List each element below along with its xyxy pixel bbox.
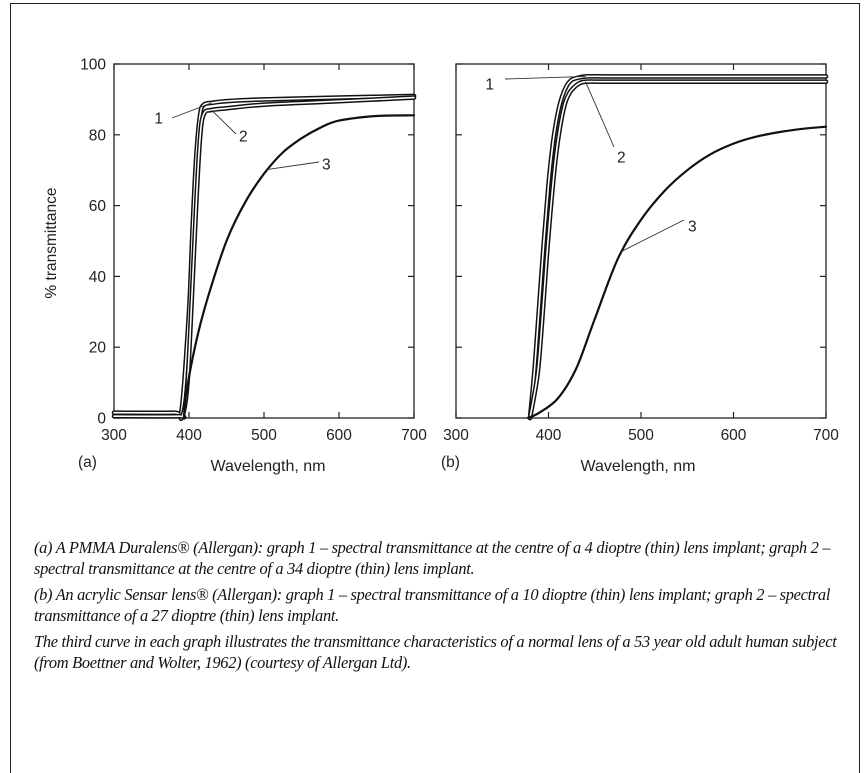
panel-a-ytick-label: 100	[80, 57, 106, 74]
panel-a-ytick-label: 0	[97, 411, 106, 428]
figure-frame	[10, 3, 860, 773]
panel-a-ytick-label: 80	[89, 127, 107, 144]
panel-b-xtick-label: 400	[536, 427, 562, 444]
panel-b-xtick-label: 500	[628, 427, 654, 444]
panel-b-series-1-outline	[527, 73, 829, 421]
panel-b-xtick-label: 300	[443, 427, 469, 444]
panel-a-ytick-label: 20	[89, 340, 107, 357]
panel-a-series-1-line	[113, 95, 415, 420]
panel-a-series-2-label: 2	[239, 129, 248, 146]
panel-a-series-3-label: 3	[322, 157, 331, 174]
caption-b: (b) An acrylic Sensar lens® (Allergan): …	[34, 585, 831, 625]
panel-b-series-2-leader	[585, 81, 615, 148]
panel-b-series-2-line	[529, 80, 827, 419]
panel-b-xtick-label: 700	[813, 427, 839, 444]
panel-b-series-2-label: 2	[617, 150, 626, 167]
panel-a-xtick-label: 600	[326, 427, 352, 444]
panel-b-panel-label: (b)	[441, 454, 460, 471]
panel-a-x-axis-label: Wavelength, nm	[210, 458, 325, 475]
panel-a-series-2-leader	[211, 109, 237, 135]
panel-a-y-axis-label: % transmittance	[43, 187, 60, 298]
caption-note: The third curve in each graph illustrate…	[34, 632, 837, 672]
panel-a-series-1-label: 1	[154, 111, 163, 128]
panel-a-series-1-outline	[111, 93, 417, 422]
panel-b-series-1-leader	[504, 75, 586, 80]
panel-a-series-3-line	[182, 114, 416, 420]
panel-a-series-1-leader	[171, 102, 212, 119]
caption-a: (a) A PMMA Duralens® (Allergan): graph 1…	[34, 538, 831, 578]
panel-a-series-3-leader	[267, 161, 320, 170]
panel-b-x-axis-label: Wavelength, nm	[580, 458, 695, 475]
panel-b-plot-frame	[455, 63, 827, 419]
panel-b-xtick-label: 600	[721, 427, 747, 444]
panel-b-series-3-label: 3	[688, 219, 697, 236]
panel-b-series-3-leader	[622, 219, 685, 252]
panel-b-series-1-line	[529, 75, 827, 419]
panel-a-xtick-label: 500	[251, 427, 277, 444]
panel-a-ytick-label: 60	[89, 198, 107, 215]
panel-a-series-2-outline	[111, 95, 417, 420]
panel-a-panel-label: (a)	[78, 454, 97, 471]
panel-a-series-2-line	[113, 96, 415, 419]
panel-a-ytick-label: 40	[89, 269, 107, 286]
panel-a-xtick-label: 300	[101, 427, 127, 444]
figure-caption: (a) A PMMA Duralens® (Allergan): graph 1…	[34, 538, 849, 679]
panel-b-series-1-label: 1	[485, 77, 494, 94]
panel-a-xtick-label: 700	[401, 427, 427, 444]
transmittance-charts: 0 20 40 60 80 100 300 400 500 600 700 1 2 3 (a) Wavelen…	[43, 57, 839, 476]
panel-a-xtick-label: 400	[176, 427, 202, 444]
panel-b-series-3-line	[527, 125, 828, 420]
